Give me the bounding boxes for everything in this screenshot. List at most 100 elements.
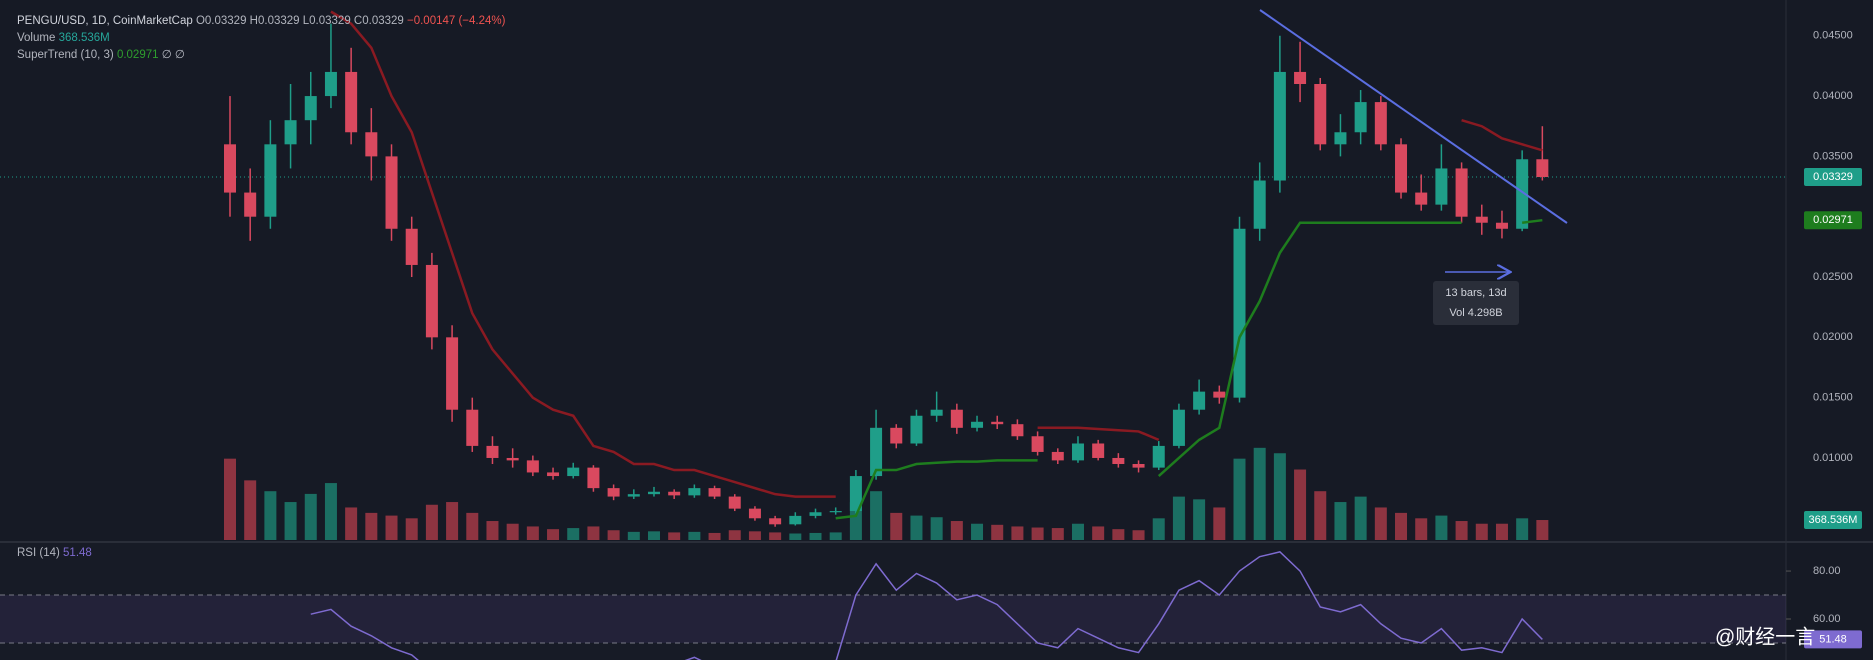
y-tick-label: 0.01500 [1813,392,1853,404]
volume-bar [224,458,236,540]
ohlc: C0.03329 [354,15,404,27]
candle-body [1273,71,1286,181]
volume-bar [1314,491,1327,540]
last-price-label-box [1804,168,1862,187]
rsi-pane [0,543,1786,660]
candle-body [1031,436,1044,452]
candle-body [506,457,519,461]
candle-body [728,496,741,509]
candle-body [587,467,600,489]
volume-bar [1213,507,1226,540]
volume-bar [728,530,741,540]
volume-bar [1172,496,1185,540]
volume-label-box [1804,511,1862,530]
candle-body [1193,391,1206,410]
volume-bar [1294,469,1307,540]
candle-body [849,476,862,512]
candle-body [1455,168,1468,217]
candle-body [244,192,257,217]
candle-body [385,156,398,229]
supertrend-up [835,459,1038,520]
volume-bar [385,515,398,540]
candle-body [1334,132,1347,145]
volume-bar [708,532,721,540]
volume-bar [1132,530,1145,540]
candle-body [1475,216,1488,223]
volume-bar [365,512,378,540]
volume-bar [587,526,600,540]
supertrend-down [330,10,836,498]
volume-bar [1152,518,1165,540]
volume-bar [688,531,701,540]
rsi-tick-label: 80.00 [1813,565,1841,577]
candle-body [1071,443,1084,461]
volume-bar [1415,518,1428,540]
volume-bar [809,532,822,540]
volume-bar [486,521,499,540]
volume-bar [1273,453,1286,540]
supertrend-up [1157,221,1462,477]
volume-bar [1516,518,1529,540]
candle-body [526,460,539,473]
rsi-tick-label: 60.00 [1813,613,1841,625]
candle-body [1112,457,1125,464]
candle-body [1092,443,1105,458]
symbol: PENGU/USD, 1D, CoinMarketCap [17,15,193,27]
candle-body [829,511,842,513]
candle-body [365,132,378,157]
candle-body [668,491,681,496]
candle-body [304,96,317,121]
volume-bar [950,521,963,540]
volume-bar [547,529,560,540]
supertrend-name: SuperTrend (10, 3) [17,49,114,61]
candle-body [607,488,620,497]
candle-body [324,71,337,97]
candle-body [991,421,1004,425]
volume-bar [284,502,297,540]
volume-value: 368.536M [59,32,110,44]
supertrend-label-box [1804,211,1862,230]
y-tick-label: 0.02000 [1813,331,1853,343]
volume-bar [466,512,479,540]
candle-body [789,515,802,525]
measure-label: 13 bars, 13d [1445,287,1506,299]
volume-bar [971,523,984,540]
volume-bar [991,524,1004,540]
supertrend-label: 0.02971 [1813,214,1853,226]
y-tick-label: 0.04500 [1813,30,1853,42]
candle-body [769,518,782,525]
candle-body [264,144,277,217]
volume-bar [405,518,418,540]
candle-body [224,144,236,193]
supertrend-value: 0.02971 [117,49,159,61]
candle-body [688,488,701,496]
candle-body [345,71,358,133]
volume-bar [1112,529,1125,540]
trend-line [1259,9,1568,224]
legend-row: SuperTrend (10, 3) 0.02971 ∅ ∅ [17,49,185,61]
candle-body [1152,445,1165,468]
supertrend-down [1461,118,1543,152]
volume-bar [627,531,640,540]
volume-bar [1354,496,1367,540]
volume-bar [910,515,923,540]
volume-bar [446,502,459,540]
volume-bar [244,480,257,540]
y-tick-label: 0.02500 [1813,271,1853,283]
volume-bar [1495,523,1508,540]
volume-bar [1395,512,1408,540]
candle-body [486,445,499,458]
ohlc: L0.03329 [303,15,351,27]
volume-bar [607,530,620,540]
volume-bar [769,532,782,540]
legend-row: RSI (14) 51.48 [17,547,92,559]
candle-body [1213,391,1226,398]
candle-body [647,491,660,495]
candle-body [890,427,903,444]
candle-body [425,264,438,338]
legend-row: PENGU/USD, 1D, CoinMarketCap O0.03329 H0… [17,15,506,27]
y-tick-label: 0.04000 [1813,90,1853,102]
volume-bar [1455,521,1468,540]
change: −0.00147 (−4.24%) [407,15,506,27]
